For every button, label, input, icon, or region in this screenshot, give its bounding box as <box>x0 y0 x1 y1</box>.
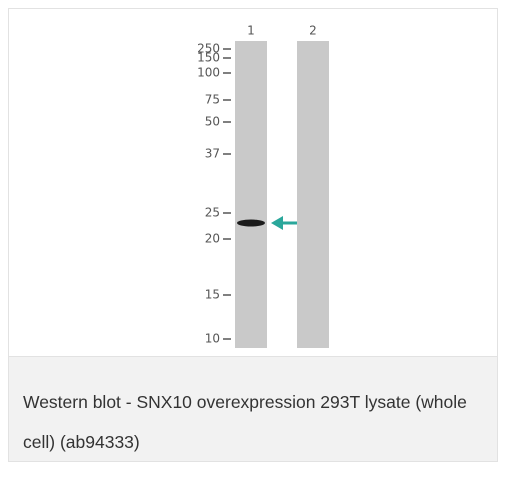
marker-label: 20 <box>205 232 220 246</box>
band-arrow <box>271 216 297 230</box>
marker-label: 10 <box>205 332 220 346</box>
marker-label: 15 <box>205 288 220 302</box>
marker-label: 50 <box>205 115 220 129</box>
page: 1225015010075503725201510 Western blot -… <box>0 0 506 489</box>
marker-label: 25 <box>205 206 220 220</box>
marker-label: 150 <box>197 51 220 65</box>
protein-band <box>237 220 265 227</box>
marker-label: 37 <box>205 147 220 161</box>
marker-label: 100 <box>197 66 220 80</box>
lane-2 <box>297 41 329 348</box>
lane-label: 2 <box>309 24 317 38</box>
marker-label: 75 <box>205 93 220 107</box>
lane-label: 1 <box>247 24 255 38</box>
caption: Western blot - SNX10 overexpression 293T… <box>9 356 497 461</box>
lane-1 <box>235 41 267 348</box>
